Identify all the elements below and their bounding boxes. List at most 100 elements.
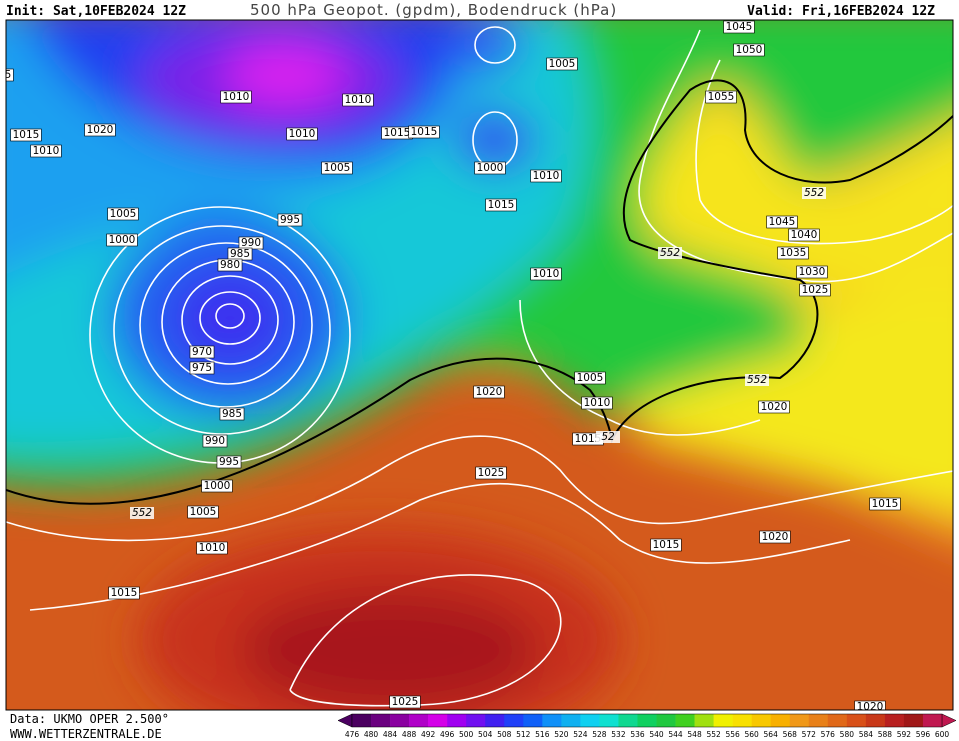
colorbar-swatch xyxy=(523,714,543,727)
website: WWW.WETTERZENTRALE.DE xyxy=(10,727,162,741)
isobar-label-text: 1010 xyxy=(199,542,226,554)
contour-label-box xyxy=(658,247,682,259)
colorbar-swatch xyxy=(827,714,848,727)
isobar-label-text: 1000 xyxy=(204,480,231,492)
isobar-label-text: 1020 xyxy=(762,531,789,543)
colorbar-swatch xyxy=(352,714,372,727)
colorbar-label: 520 xyxy=(554,730,569,739)
colorbar-swatch xyxy=(409,714,429,727)
isobar-label: 1005 xyxy=(187,505,219,519)
isobar-label-box xyxy=(220,90,252,104)
isobar-label: 1020 xyxy=(854,700,886,713)
colorbar-label: 508 xyxy=(497,730,512,739)
isobar-label: 1005 xyxy=(321,161,353,175)
isobar-label: 1010 xyxy=(342,93,374,107)
isobar-label-box xyxy=(389,695,421,709)
isobar-label-box xyxy=(788,228,820,242)
contour-label: 552 xyxy=(802,187,826,199)
isobar-label: 1010 xyxy=(286,127,318,141)
colorbar-label: 532 xyxy=(611,730,626,739)
contour-label: 552 xyxy=(658,247,682,259)
colorbar-swatch xyxy=(713,714,733,727)
isobar-label-box xyxy=(758,400,790,414)
isobar-label-text: 1010 xyxy=(345,94,372,106)
isobar-label: 995 xyxy=(277,213,303,227)
isobar-label: 1015 xyxy=(10,128,42,142)
contour-label-text: 552 xyxy=(132,507,152,519)
colorbar-swatch xyxy=(447,714,467,727)
colorbar-label: 484 xyxy=(383,730,398,739)
isobar-label-text: 1010 xyxy=(289,128,316,140)
colorbar-label: 496 xyxy=(440,730,455,739)
isobar-label: 1020 xyxy=(84,123,116,137)
isobar-label-text: 985 xyxy=(222,408,242,420)
isobar-label: 1015 xyxy=(650,538,682,552)
colorbar-swatch xyxy=(561,714,581,727)
isobar-label-text: 1015 xyxy=(653,539,680,551)
colorbar-swatch xyxy=(789,714,810,727)
isobar-label-text: 1015 xyxy=(384,127,411,139)
colorbar-label: 568 xyxy=(783,730,798,739)
isobar-label-text: 1020 xyxy=(476,386,503,398)
isobar-label: 1045 xyxy=(766,215,798,229)
isobar-label-text: 990 xyxy=(205,435,225,447)
isobar-label-box xyxy=(187,505,219,519)
colorbar-swatch xyxy=(770,714,791,727)
isobar-label-text: 1010 xyxy=(533,170,560,182)
contour-label: 52 xyxy=(596,431,620,443)
isobar-label: 1015 xyxy=(485,198,517,212)
isobar-label: 985 xyxy=(219,407,245,421)
isobar-label-text: 5 xyxy=(5,69,12,81)
isobar-label-text: 1050 xyxy=(736,44,763,56)
colorbar-label: 592 xyxy=(897,730,912,739)
isobar-label: 1000 xyxy=(201,479,233,493)
isobar-label-text: 1055 xyxy=(708,91,735,103)
isobar-label-box xyxy=(650,538,682,552)
isobar-label: 1010 xyxy=(530,267,562,281)
isobar-label: 1025 xyxy=(389,695,421,709)
map-frame xyxy=(5,19,954,711)
isobar-label-box xyxy=(6,68,14,82)
isobar-label: 1015 xyxy=(381,126,413,140)
isobar-label-box xyxy=(216,455,242,469)
isobar-label-text: 1015 xyxy=(488,199,515,211)
colorbar-label: 548 xyxy=(687,730,702,739)
colorbar-swatch xyxy=(637,714,657,727)
colorbar-label: 564 xyxy=(764,730,779,739)
contour-label-text: 52 xyxy=(601,431,615,443)
isobar-label-text: 1010 xyxy=(533,268,560,280)
isobar-label: 5 xyxy=(5,68,14,82)
isobar-label-box xyxy=(485,198,517,212)
colorbar-label: 544 xyxy=(668,730,683,739)
isobar-label-box xyxy=(766,215,798,229)
isobar-label: 1010 xyxy=(196,541,228,555)
isobar-label: 970 xyxy=(189,345,215,359)
isobar-label-box xyxy=(733,43,765,57)
colorbar-swatch xyxy=(656,714,676,727)
isobar-label-text: 1035 xyxy=(780,247,807,259)
isobar-label-text: 1015 xyxy=(575,433,602,445)
colorbar-swatch xyxy=(618,714,638,727)
isobar-label-text: 1045 xyxy=(769,216,796,228)
isobar-label: 1010 xyxy=(581,396,613,410)
isobar-label-text: 1020 xyxy=(857,701,884,713)
isobar-label-text: 1005 xyxy=(324,162,351,174)
isobar-label-box xyxy=(189,345,215,359)
init-time: Init: Sat,10FEB2024 12Z xyxy=(6,4,186,19)
isobar-label-box xyxy=(321,161,353,175)
isobar-label-box xyxy=(574,371,606,385)
isobar-label-box xyxy=(108,586,140,600)
isobar-label-box xyxy=(473,385,505,399)
contour-552 xyxy=(6,79,953,505)
colorbar-label: 576 xyxy=(821,730,836,739)
isobar-label: 1055 xyxy=(705,90,737,104)
isobar-label: 1030 xyxy=(796,265,828,279)
isobar-label-box xyxy=(474,161,506,175)
isobar-label-box xyxy=(530,267,562,281)
isobar-label-text: 1010 xyxy=(223,91,250,103)
isobar-label-box xyxy=(219,407,245,421)
isobar-label: 1010 xyxy=(220,90,252,104)
